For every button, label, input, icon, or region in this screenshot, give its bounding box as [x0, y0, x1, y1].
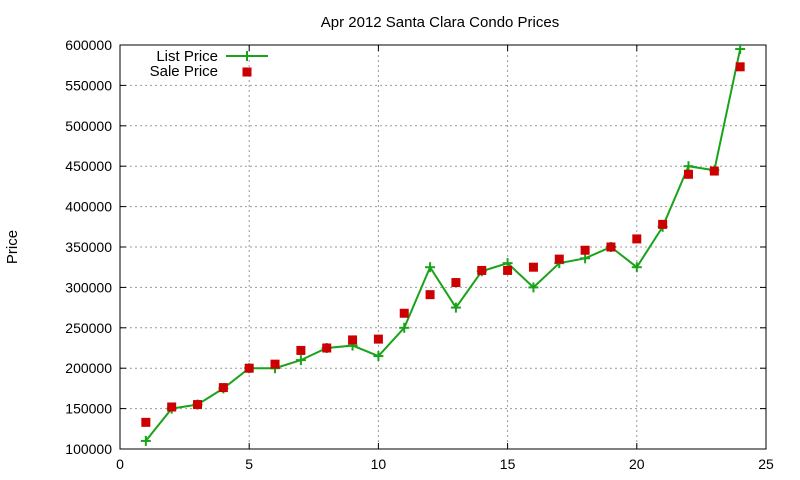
list-price-point	[580, 253, 591, 264]
sale-price-point	[141, 417, 151, 427]
y-tick-label: 300000	[65, 279, 112, 295]
sale-price-point	[373, 334, 383, 344]
legend-sale-price-marker	[242, 67, 252, 77]
sale-price-point	[709, 166, 719, 176]
x-tick-label: 10	[371, 456, 387, 472]
gridlines	[120, 45, 766, 449]
list-price-point	[683, 161, 694, 172]
list-price-point	[399, 322, 410, 333]
sale-price-point	[528, 262, 538, 272]
sale-price-point	[322, 343, 332, 353]
sale-price-point	[554, 254, 564, 264]
sale-price-point	[425, 290, 435, 300]
sale-price-point	[296, 345, 306, 355]
chart-title: Apr 2012 Santa Clara Condo Prices	[321, 14, 559, 31]
legend-sale-price-label: Sale Price	[150, 63, 218, 80]
y-axis-ticks: 100000 150000 200000 250000 300000 350000 4000…	[65, 37, 766, 457]
sale-price-point	[477, 265, 487, 275]
legend-list-price-label: List Price	[156, 48, 218, 65]
list-price-point	[425, 262, 436, 273]
sale-price-point	[244, 363, 254, 373]
x-tick-label: 5	[245, 456, 253, 472]
y-tick-label: 500000	[65, 118, 112, 134]
list-price-point	[373, 351, 384, 362]
x-tick-label: 0	[116, 456, 124, 472]
list-price-line	[145, 48, 742, 442]
y-tick-label: 200000	[65, 360, 112, 376]
legend: List Price Sale Price	[150, 48, 268, 80]
x-tick-label: 25	[758, 456, 774, 472]
y-tick-label: 550000	[65, 77, 112, 93]
y-tick-label: 450000	[65, 158, 112, 174]
sale-price-point	[348, 335, 358, 345]
sale-price-point	[606, 242, 616, 252]
sale-price-point	[193, 400, 203, 410]
x-axis-ticks: 0 5 10 15 20 25	[116, 45, 774, 472]
list-price-point	[735, 44, 746, 55]
y-tick-label: 400000	[65, 199, 112, 215]
sale-price-point	[167, 402, 177, 412]
plot-frame	[119, 44, 767, 450]
list-price-point	[450, 302, 461, 313]
list-price-point	[631, 262, 642, 273]
sale-price-point	[580, 245, 590, 255]
list-price-point	[140, 435, 151, 446]
y-tick-label: 350000	[65, 239, 112, 255]
sale-price-point	[683, 169, 693, 179]
y-axis-label: Price	[4, 230, 21, 264]
y-tick-label: 250000	[65, 320, 112, 336]
y-tick-label: 100000	[65, 441, 112, 457]
sale-price-point	[632, 234, 642, 244]
sale-price-point	[270, 359, 280, 369]
x-tick-label: 20	[629, 456, 645, 472]
sale-price-point	[399, 308, 409, 318]
sale-price-point	[735, 62, 745, 72]
sale-price-point	[451, 278, 461, 288]
list-price-point	[528, 282, 539, 293]
sale-price-point	[503, 265, 513, 275]
sale-price-point	[218, 383, 228, 393]
y-tick-label: 150000	[65, 401, 112, 417]
series-group	[140, 44, 746, 446]
y-tick-label: 600000	[65, 37, 112, 53]
legend-list-price-marker	[242, 51, 252, 61]
sale-price-point	[658, 219, 668, 229]
x-tick-label: 15	[500, 456, 516, 472]
list-price-point	[295, 355, 306, 366]
